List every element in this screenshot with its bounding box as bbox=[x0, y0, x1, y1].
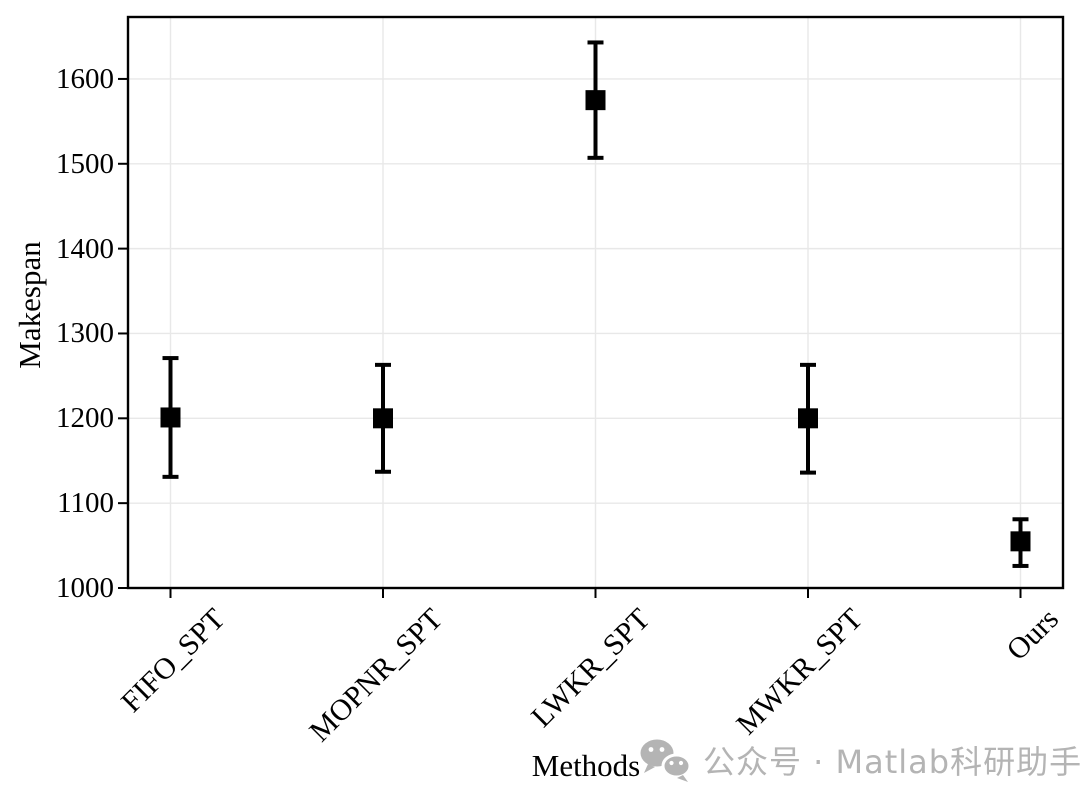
y-axis-title: Makespan bbox=[12, 241, 47, 369]
wechat-icon bbox=[640, 739, 692, 782]
mean-marker bbox=[160, 407, 181, 428]
x-axis-title: Methods bbox=[531, 748, 641, 783]
mean-marker bbox=[798, 408, 818, 429]
y-tick-label: 1300 bbox=[56, 317, 114, 350]
y-tick-label: 1200 bbox=[56, 402, 114, 435]
mean-marker bbox=[1010, 531, 1031, 552]
watermark-text: 公众号 · Matlab科研助手 bbox=[703, 743, 1080, 781]
y-tick-label: 1000 bbox=[56, 572, 114, 604]
y-tick-label: 1500 bbox=[56, 147, 114, 180]
mean-marker bbox=[373, 408, 393, 429]
y-tick-label: 1100 bbox=[57, 487, 114, 520]
mean-marker bbox=[585, 90, 606, 111]
y-tick-label: 1400 bbox=[56, 232, 114, 265]
y-tick-label: 1600 bbox=[56, 62, 114, 95]
watermark: 公众号 · Matlab科研助手 bbox=[637, 737, 1080, 783]
plot-border bbox=[126, 15, 1065, 590]
